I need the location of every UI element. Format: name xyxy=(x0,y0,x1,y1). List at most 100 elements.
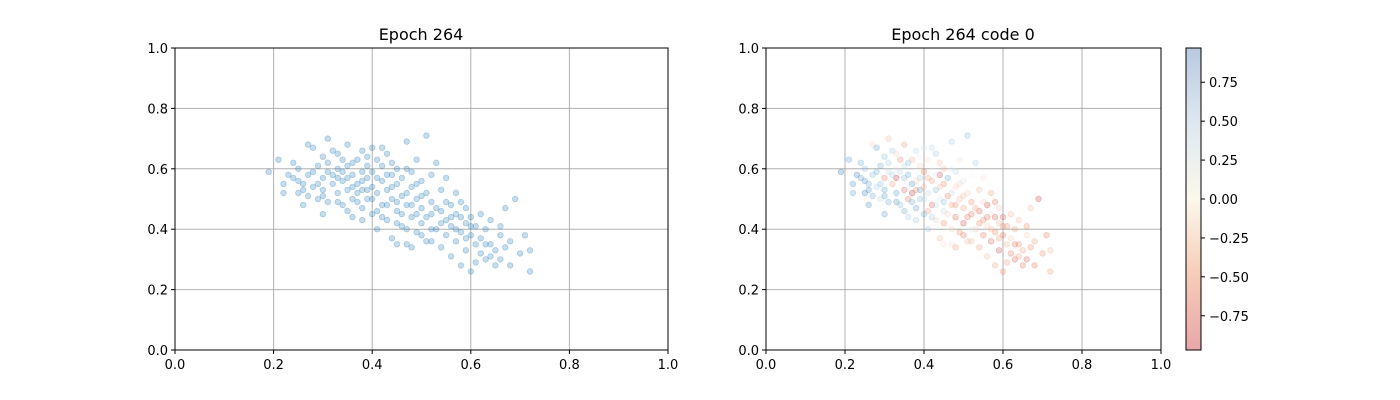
scatter-point xyxy=(383,171,391,178)
scatter-point xyxy=(457,228,465,236)
scatter-point xyxy=(388,183,396,191)
scatter-point xyxy=(1003,241,1011,248)
scatter-point xyxy=(881,210,888,218)
scatter-point xyxy=(976,186,983,194)
scatter-point xyxy=(334,174,341,182)
scatter-point xyxy=(865,180,872,188)
scatter-point xyxy=(980,174,987,182)
scatter-point xyxy=(924,156,932,163)
colorbar-tick-label: −0.25 xyxy=(1209,232,1249,247)
scatter-point xyxy=(901,186,908,194)
scatter-point xyxy=(968,225,975,233)
scatter-point xyxy=(995,219,1003,227)
scatter-point xyxy=(889,180,896,188)
y-tick-label: 0.4 xyxy=(738,223,759,238)
scatter-point xyxy=(378,213,386,221)
scatter-point xyxy=(905,195,912,203)
colorbar-tick-label: 0.75 xyxy=(1209,76,1238,91)
scatter-point xyxy=(968,238,975,245)
scatter-point xyxy=(497,222,504,230)
scatter-point xyxy=(477,210,484,218)
scatter-point xyxy=(349,213,356,221)
scatter-point xyxy=(492,262,499,269)
scatter-point xyxy=(976,244,983,251)
scatter-point xyxy=(885,135,892,142)
scatter-point xyxy=(339,168,346,175)
scatter-point xyxy=(413,228,420,236)
scatter-point xyxy=(857,174,864,182)
scatter-point xyxy=(403,138,410,145)
scatter-point xyxy=(378,177,386,185)
scatter-point xyxy=(359,177,366,185)
scatter-point xyxy=(467,222,474,230)
scatter-point xyxy=(452,225,460,233)
scatter-point xyxy=(972,159,979,166)
scatter-point xyxy=(857,159,864,166)
scatter-point xyxy=(413,210,420,218)
scatter-point xyxy=(433,225,440,233)
scatter-point xyxy=(964,189,971,197)
scatter-point xyxy=(393,241,401,248)
scatter-point xyxy=(987,225,995,233)
scatter-point xyxy=(378,162,386,169)
scatter-point xyxy=(388,159,396,166)
scatter-point xyxy=(418,204,425,212)
scatter-point xyxy=(952,168,959,175)
scatter-point xyxy=(364,162,371,169)
scatter-point xyxy=(948,165,955,172)
scatter-point xyxy=(837,168,845,175)
scatter-point xyxy=(1023,256,1030,263)
scatter-point xyxy=(507,238,514,245)
scatter-point xyxy=(393,219,401,227)
scatter-point xyxy=(354,189,361,197)
scatter-point xyxy=(373,207,381,215)
scatter-point xyxy=(383,150,391,157)
scatter-point xyxy=(359,186,366,194)
scatter-point xyxy=(873,144,880,151)
scatter-point xyxy=(487,241,494,248)
scatter-point xyxy=(897,201,904,209)
scatter-point xyxy=(948,189,955,197)
scatter-point xyxy=(991,198,999,206)
scatter-point xyxy=(956,195,963,203)
scatter-point xyxy=(452,210,460,218)
scatter-point xyxy=(893,174,900,182)
scatter-point xyxy=(948,201,955,209)
scatter-point xyxy=(373,174,381,182)
scatter-point xyxy=(1003,222,1011,230)
scatter-point xyxy=(980,216,987,224)
scatter-point xyxy=(304,141,312,148)
scatter-point xyxy=(1047,268,1054,275)
scatter-point xyxy=(304,171,312,178)
scatter-point xyxy=(349,171,356,178)
scatter-point xyxy=(877,180,884,188)
scatter-point xyxy=(526,247,534,254)
scatter-point xyxy=(924,174,932,182)
scatter-point xyxy=(462,235,470,242)
scatter-point xyxy=(438,186,445,194)
scatter-point xyxy=(339,201,346,209)
scatter-point xyxy=(364,186,371,194)
scatter-point xyxy=(364,153,371,160)
scatter-point xyxy=(984,253,991,260)
scatter-point xyxy=(893,189,900,197)
scatter-point xyxy=(1043,231,1050,239)
scatter-point xyxy=(334,150,341,157)
scatter-point xyxy=(443,174,450,182)
scatter-point xyxy=(388,171,396,178)
scatter-point xyxy=(1039,250,1046,257)
scatter-point xyxy=(972,225,979,233)
scatter-point xyxy=(319,192,327,200)
scatter-point xyxy=(845,156,853,163)
scatter-point xyxy=(893,198,900,206)
scatter-point xyxy=(960,177,967,185)
scatter-point xyxy=(314,195,322,203)
scatter-point xyxy=(928,144,936,151)
scatter-point xyxy=(428,198,435,206)
scatter-point xyxy=(388,195,396,203)
scatter-point xyxy=(364,174,371,182)
scatter-point xyxy=(507,262,514,269)
scatter-point xyxy=(413,180,420,188)
colorbar-tick-label: 0.00 xyxy=(1209,193,1238,208)
x-tick-label: 0.8 xyxy=(1072,358,1093,373)
